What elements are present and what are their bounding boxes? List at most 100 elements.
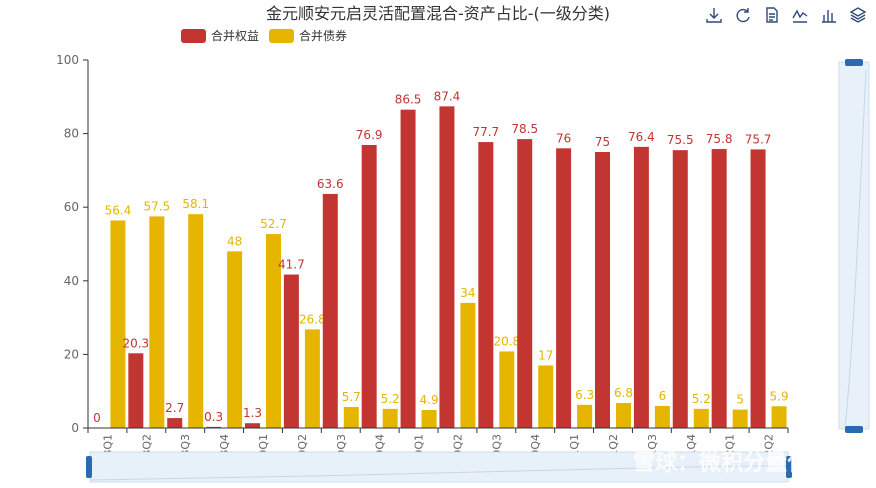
y-tick-label: 100 [56, 53, 79, 67]
data-label: 58.1 [182, 197, 209, 211]
data-label: 5.7 [342, 390, 361, 404]
bar-bond-2022Q1[interactable] [732, 409, 748, 428]
bar-equity-2021Q2[interactable] [595, 152, 610, 428]
data-label: 77.7 [472, 125, 499, 139]
bar-equity-2021Q3[interactable] [633, 146, 649, 428]
data-label: 78.5 [511, 122, 538, 136]
data-label: 87.4 [434, 89, 461, 103]
bar-chart-icon[interactable] [822, 10, 836, 23]
bar-bond-2020Q2[interactable] [460, 302, 476, 428]
bar-equity-2019Q3[interactable] [322, 193, 338, 428]
y-data-zoom[interactable] [838, 59, 870, 433]
bar-bond-2021Q4[interactable] [693, 408, 709, 428]
bar-bond-2020Q4[interactable] [538, 365, 554, 428]
bar-equity-2020Q4[interactable] [517, 139, 533, 428]
plot-area: 0 56.4 20.3 57.5 2.7 58.1 0.3 48 1.3 52.7 41.7 26.8… [93, 89, 789, 429]
bar-bond-2021Q1[interactable] [577, 404, 593, 428]
chart-title: 金元顺安元启灵活配置混合-资产占比-(一级分类) [266, 4, 610, 23]
legend[interactable]: 合并权益 合并债券 [181, 28, 347, 43]
x-data-zoom[interactable] [86, 451, 792, 483]
data-label: 20.8 [493, 334, 520, 348]
toolbox[interactable] [706, 7, 867, 23]
legend-item-1[interactable]: 合并权益 [181, 28, 259, 43]
data-label: 52.7 [260, 217, 287, 231]
data-label: 86.5 [395, 93, 422, 107]
data-label: 76.9 [356, 128, 383, 142]
y-tick-label: 40 [64, 274, 79, 288]
bar-bond-2022Q2[interactable] [771, 406, 787, 428]
data-label: 63.6 [317, 177, 344, 191]
bar-bond-2020Q1[interactable] [421, 409, 437, 428]
y-tick-label: 60 [64, 200, 79, 214]
bar-bond-2020Q3[interactable] [499, 351, 515, 428]
bar-equity-2018Q2[interactable] [128, 353, 144, 428]
bar-equity-2019Q4[interactable] [361, 145, 377, 428]
bar-equity-2020Q1[interactable] [400, 109, 416, 429]
data-label: 75.8 [706, 132, 733, 146]
bar-equity-2021Q1[interactable] [556, 148, 572, 428]
download-icon[interactable] [706, 8, 722, 23]
bar-bond-2019Q2[interactable] [304, 329, 320, 428]
data-label: 41.7 [278, 258, 305, 272]
x-zoom-handle-left[interactable] [86, 456, 92, 478]
bar-equity-2018Q3[interactable] [167, 418, 183, 428]
data-label: 76 [556, 131, 571, 145]
bar-equity-2020Q3[interactable] [478, 142, 494, 428]
watermark: 雪球：微积分量化价投 [633, 450, 853, 476]
legend-label: 合并债券 [299, 28, 347, 43]
legend-swatch [181, 29, 206, 43]
data-label: 5 [736, 393, 744, 407]
bar-equity-2021Q4[interactable] [672, 150, 688, 428]
y-axis: 0 20 40 60 80 100 [56, 53, 89, 435]
bar-bond-2019Q1[interactable] [266, 234, 281, 428]
bar-equity-2018Q4[interactable] [206, 426, 222, 428]
y-zoom-handle-bottom[interactable] [845, 426, 863, 433]
bar-bond-2019Q3[interactable] [343, 407, 359, 428]
y-zoom-handle-top[interactable] [845, 59, 863, 66]
data-label: 6 [659, 389, 667, 403]
data-label: 17 [538, 348, 553, 362]
bar-bond-2018Q2[interactable] [149, 216, 165, 428]
data-label: 76.4 [628, 130, 655, 144]
bar-bond-2019Q4[interactable] [382, 408, 398, 428]
data-label: 5.9 [770, 389, 789, 403]
data-label: 75.7 [745, 132, 772, 146]
data-label: 1.3 [243, 406, 262, 420]
bar-equity-2022Q1[interactable] [711, 149, 727, 428]
legend-swatch [269, 29, 294, 43]
data-label: 56.4 [105, 203, 132, 217]
line-chart-icon[interactable] [792, 9, 808, 23]
bar-equity-2020Q2[interactable] [439, 106, 455, 429]
data-view-icon[interactable] [766, 7, 778, 23]
y-tick-label: 80 [64, 127, 79, 141]
data-label: 57.5 [143, 199, 170, 213]
bar-bond-2018Q3[interactable] [188, 214, 204, 428]
bar-bond-2021Q3[interactable] [654, 405, 670, 428]
legend-label: 合并权益 [211, 28, 259, 43]
bar-equity-2019Q2[interactable] [283, 274, 299, 428]
data-label: 5.2 [692, 392, 711, 406]
data-label: 6.3 [575, 388, 594, 402]
data-label: 2.7 [165, 401, 184, 415]
y-tick-label: 0 [71, 421, 79, 435]
legend-item-2[interactable]: 合并债券 [269, 28, 347, 43]
data-label: 48 [227, 234, 242, 248]
data-label: 34 [460, 286, 475, 300]
bar-bond-2021Q2[interactable] [616, 402, 631, 428]
data-label: 75.5 [667, 133, 694, 147]
data-label: 75 [595, 135, 610, 149]
data-label: 26.8 [299, 312, 326, 326]
refresh-icon[interactable] [736, 8, 750, 23]
bar-equity-2019Q1[interactable] [245, 423, 260, 428]
bar-bond-2018Q1[interactable] [110, 220, 126, 428]
x-zoom-handle-right[interactable] [786, 456, 792, 478]
data-label: 6.8 [614, 386, 633, 400]
bar-bond-2018Q4[interactable] [227, 251, 243, 428]
y-tick-label: 20 [64, 347, 79, 361]
bar-equity-2022Q2[interactable] [750, 149, 766, 428]
data-label: 20.3 [122, 336, 149, 350]
stack-icon[interactable] [849, 7, 867, 23]
data-label: 5.2 [381, 392, 400, 406]
data-label: 0 [93, 411, 101, 425]
